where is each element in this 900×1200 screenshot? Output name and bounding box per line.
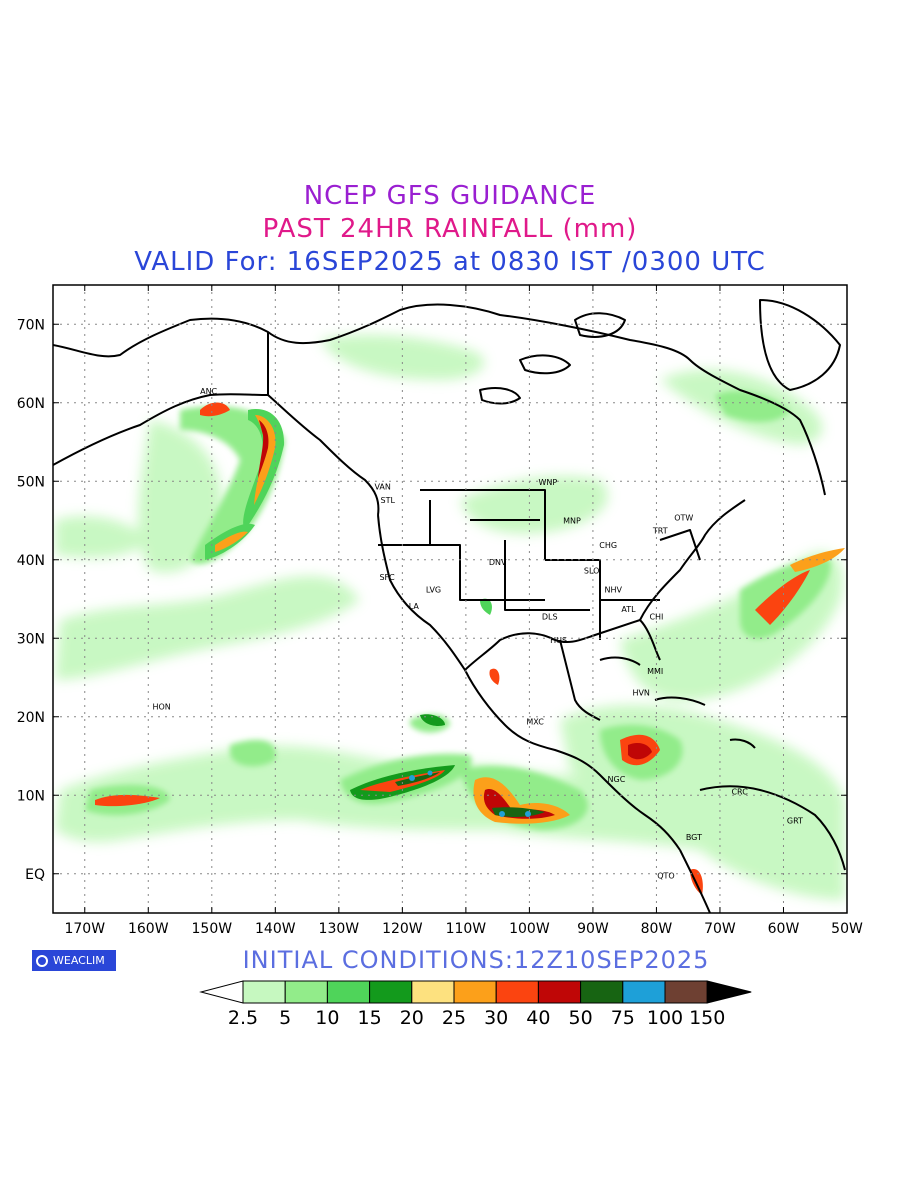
city-label: LA	[409, 602, 420, 611]
city-label: GRT	[787, 816, 803, 825]
lon-tick-label: 80W	[641, 921, 673, 937]
colorbar-level-label: 40	[526, 1007, 550, 1029]
lon-tick-label: 160W	[128, 921, 169, 937]
lon-tick-label: 140W	[255, 921, 296, 937]
city-label: OTW	[674, 513, 693, 522]
lon-tick-label: 90W	[577, 921, 609, 937]
lat-tick-label: 60N	[17, 396, 45, 412]
colorbar-level-label: 50	[569, 1007, 593, 1029]
city-label: VAN	[374, 483, 390, 492]
colorbar-high-triangle	[706, 980, 752, 1004]
colorbar-level-label: 20	[400, 1007, 424, 1029]
colorbar-low-triangle	[199, 980, 244, 1004]
title-variable: PAST 24HR RAINFALL (mm)	[262, 214, 638, 244]
city-label: SLO	[584, 567, 600, 576]
lon-tick-label: 130W	[319, 921, 360, 937]
city-label: SFC	[379, 573, 395, 582]
colorbar-segment	[411, 980, 455, 1004]
colorbar-segment	[453, 980, 497, 1004]
city-label: NGC	[608, 775, 626, 784]
city-label: LVG	[426, 586, 441, 595]
colorbar-segment	[664, 980, 708, 1004]
lat-tick-label: EQ	[25, 867, 45, 883]
city-label: BGT	[686, 833, 702, 842]
city-label: HVN	[632, 688, 649, 697]
city-label: NHV	[605, 586, 623, 595]
lon-tick-label: 100W	[509, 921, 550, 937]
colorbar-segment	[284, 980, 328, 1004]
logo-text: WEACLIM	[53, 954, 105, 967]
city-label: HUS	[550, 636, 567, 645]
colorbar-segment	[495, 980, 539, 1004]
lat-tick-label: 20N	[17, 710, 45, 726]
lat-tick-label: 30N	[17, 631, 45, 647]
city-label: ANC	[200, 387, 217, 396]
city-label: QTO	[657, 871, 674, 880]
lat-tick-label: 10N	[17, 788, 45, 804]
colorbar-segment	[622, 980, 666, 1004]
title-model: NCEP GFS GUIDANCE	[303, 181, 597, 211]
lon-tick-label: 150W	[192, 921, 233, 937]
map-frame	[52, 284, 848, 914]
lon-tick-label: 110W	[446, 921, 487, 937]
city-label: MMI	[647, 667, 663, 676]
colorbar-level-label: 2.5	[228, 1007, 258, 1029]
colorbar-level-label: 75	[611, 1007, 635, 1029]
lon-tick-label: 170W	[64, 921, 105, 937]
colorbar-level-label: 25	[442, 1007, 466, 1029]
colorbar-level-label: 15	[358, 1007, 382, 1029]
lat-tick-label: 50N	[17, 474, 45, 490]
colorbar-segment	[326, 980, 371, 1004]
city-label: CHG	[599, 541, 617, 550]
colorbar-level-label: 100	[647, 1007, 683, 1029]
logo-ring-icon	[36, 954, 48, 967]
colorbar-segment	[580, 980, 624, 1004]
city-label: TRT	[652, 527, 668, 536]
city-label: WNP	[538, 478, 557, 487]
initial-conditions: INITIAL CONDITIONS:12Z10SEP2025	[242, 946, 710, 974]
lon-tick-label: 60W	[768, 921, 800, 937]
lon-tick-label: 50W	[831, 921, 863, 937]
colorbar-level-label: 150	[689, 1007, 725, 1029]
city-label: CHI	[649, 612, 663, 621]
colorbar-level-label: 10	[315, 1007, 339, 1029]
city-label: CRC	[731, 787, 748, 796]
lat-tick-label: 40N	[17, 553, 45, 569]
axis-ticks: 170W 160W 150W 140W 130W 120W 110W 100W 90W 80W 70…	[17, 285, 863, 937]
weaclim-logo: WEACLIM	[32, 950, 116, 971]
colorbar-level-label: 30	[484, 1007, 508, 1029]
rainfall-shading	[55, 334, 845, 900]
lon-tick-label: 120W	[382, 921, 423, 937]
city-labels: ANC VAN STL WNP MNP OTW TRT CHG DNV SFC SLO NHV LVG L…	[152, 387, 803, 880]
lon-tick-label: 70W	[704, 921, 736, 937]
city-label: HON	[152, 703, 170, 712]
city-label: MXC	[526, 717, 544, 726]
title-valid-time: VALID For: 16SEP2025 at 0830 IST /0300 U…	[134, 247, 766, 277]
colorbar-segment	[242, 980, 286, 1004]
colorbar-segment	[537, 980, 582, 1004]
city-label: MNP	[563, 517, 581, 526]
city-label: DLS	[542, 612, 558, 621]
colorbar-level-label: 5	[279, 1007, 291, 1029]
city-label: ATL	[621, 605, 636, 614]
colorbar-segment	[369, 980, 413, 1004]
lat-tick-label: 70N	[17, 317, 45, 333]
city-label: STL	[381, 496, 396, 505]
city-label: DNV	[489, 558, 507, 567]
